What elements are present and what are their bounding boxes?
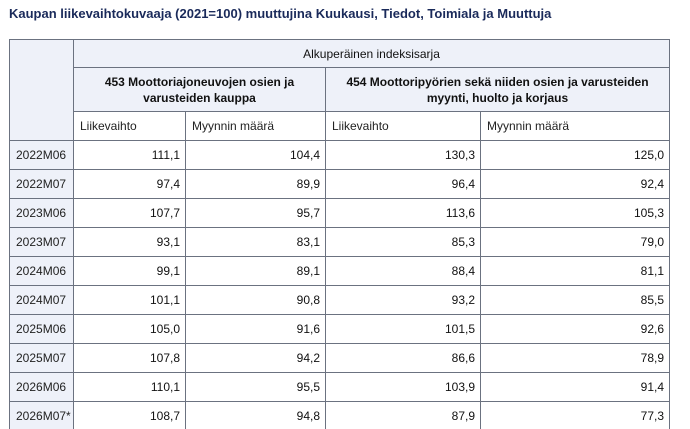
measure-header-row: Liikevaihto Myynnin määrä Liikevaihto My… <box>10 111 670 141</box>
row-label: 2023M07 <box>9 227 74 257</box>
series-header: Alkuperäinen indeksisarja <box>73 39 670 68</box>
table-cell: 86,6 <box>325 343 481 373</box>
table-cell: 92,6 <box>480 314 670 344</box>
table-cell: 91,4 <box>480 372 670 402</box>
table-cell: 77,3 <box>480 401 670 429</box>
row-label: 2024M06 <box>9 256 74 286</box>
table-cell: 104,4 <box>185 140 326 170</box>
table-cell: 89,1 <box>185 256 326 286</box>
table-cell: 105,3 <box>480 198 670 228</box>
row-label: 2024M07 <box>9 285 74 315</box>
table-cell: 81,1 <box>480 256 670 286</box>
measure-header: Myynnin määrä <box>185 111 326 141</box>
table-cell: 78,9 <box>480 343 670 373</box>
table-cell: 79,0 <box>480 227 670 257</box>
table-cell: 103,9 <box>325 372 481 402</box>
table-row: 2024M07 101,1 90,8 93,2 85,5 <box>9 285 670 315</box>
table-cell: 95,7 <box>185 198 326 228</box>
table-cell: 90,8 <box>185 285 326 315</box>
table-cell: 96,4 <box>325 169 481 199</box>
table-row: 2022M06 111,1 104,4 130,3 125,0 <box>9 140 670 170</box>
row-label: 2022M07 <box>9 169 74 199</box>
row-label: 2026M06 <box>9 372 74 402</box>
table-cell: 130,3 <box>325 140 481 170</box>
table-cell: 101,1 <box>73 285 186 315</box>
row-label: 2022M06 <box>9 140 74 170</box>
table-cell: 94,2 <box>185 343 326 373</box>
series-header-row: Alkuperäinen indeksisarja <box>9 39 670 141</box>
data-table: Alkuperäinen indeksisarja 453 Moottoriaj… <box>9 39 670 429</box>
row-label: 2026M07* <box>9 401 74 429</box>
table-row: 2026M06 110,1 95,5 103,9 91,4 <box>9 372 670 402</box>
measure-header: Liikevaihto <box>325 111 481 141</box>
table-cell: 97,4 <box>73 169 186 199</box>
row-label: 2025M06 <box>9 314 74 344</box>
table-data-rows: 2022M06 111,1 104,4 130,3 125,0 2022M07 97,4 89… <box>9 140 670 429</box>
table-row: 2026M07* 108,7 94,8 87,9 77,3 <box>9 401 670 429</box>
table-cell: 105,0 <box>73 314 186 344</box>
table-cell: 92,4 <box>480 169 670 199</box>
table-cell: 107,7 <box>73 198 186 228</box>
row-label: 2025M07 <box>9 343 74 373</box>
table-cell: 110,1 <box>73 372 186 402</box>
table-cell: 125,0 <box>480 140 670 170</box>
table-cell: 95,5 <box>185 372 326 402</box>
corner-cell <box>9 39 74 141</box>
table-cell: 89,9 <box>185 169 326 199</box>
table-cell: 85,5 <box>480 285 670 315</box>
table-cell: 107,8 <box>73 343 186 373</box>
table-row: 2023M07 93,1 83,1 85,3 79,0 <box>9 227 670 257</box>
table-body: Alkuperäinen indeksisarja 453 Moottoriaj… <box>9 39 670 141</box>
table-row: 2023M06 107,7 95,7 113,6 105,3 <box>9 198 670 228</box>
table-cell: 94,8 <box>185 401 326 429</box>
table-row: 2022M07 97,4 89,9 96,4 92,4 <box>9 169 670 199</box>
measure-header: Myynnin määrä <box>480 111 670 141</box>
table-cell: 108,7 <box>73 401 186 429</box>
table-cell: 85,3 <box>325 227 481 257</box>
group-header-row: 453 Moottoriajoneuvojen osien ja varuste… <box>10 67 670 112</box>
group-header-454: 454 Moottoripyörien sekä niiden osien ja… <box>325 67 670 112</box>
table-cell: 83,1 <box>185 227 326 257</box>
row-label: 2023M06 <box>9 198 74 228</box>
table-cell: 99,1 <box>73 256 186 286</box>
table-cell: 101,5 <box>325 314 481 344</box>
table-row: 2024M06 99,1 89,1 88,4 81,1 <box>9 256 670 286</box>
table-cell: 111,1 <box>73 140 186 170</box>
group-header-453: 453 Moottoriajoneuvojen osien ja varuste… <box>73 67 326 112</box>
table-row: 2025M06 105,0 91,6 101,5 92,6 <box>9 314 670 344</box>
table-cell: 93,1 <box>73 227 186 257</box>
table-title: Kaupan liikevaihtokuvaaja (2021=100) muu… <box>9 6 552 21</box>
table-cell: 113,6 <box>325 198 481 228</box>
table-row: 2025M07 107,8 94,2 86,6 78,9 <box>9 343 670 373</box>
table-cell: 91,6 <box>185 314 326 344</box>
table-cell: 87,9 <box>325 401 481 429</box>
measure-header: Liikevaihto <box>73 111 186 141</box>
table-cell: 88,4 <box>325 256 481 286</box>
table-cell: 93,2 <box>325 285 481 315</box>
